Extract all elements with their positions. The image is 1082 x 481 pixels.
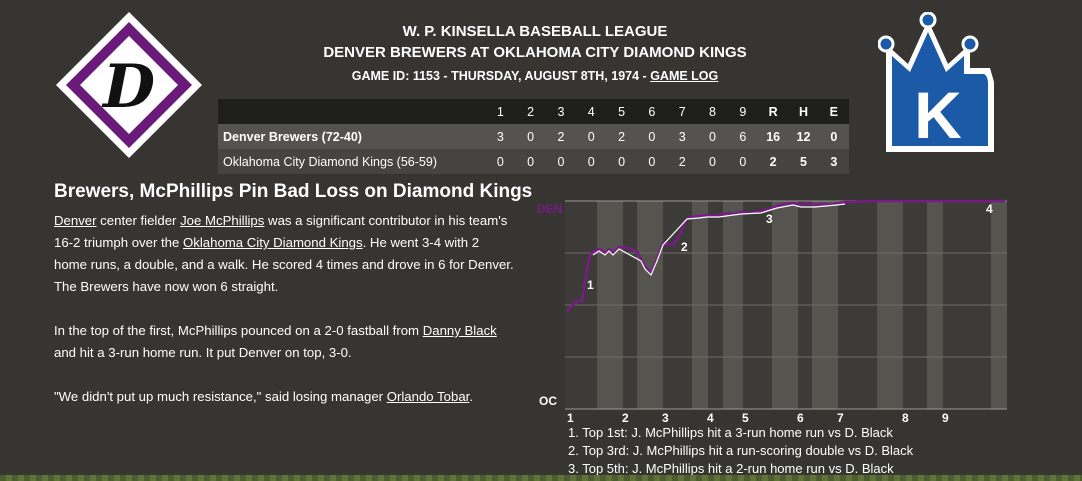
team-name-home[interactable]: Oklahoma City Diamond Kings (56-59)	[218, 149, 486, 174]
inning-label: 3	[662, 411, 669, 425]
inning-score: 0	[727, 149, 758, 174]
logo-left-letter: D	[101, 52, 155, 122]
inning-score: 2	[667, 149, 698, 174]
player-link-black[interactable]: Danny Black	[422, 323, 497, 338]
hits-header: H	[788, 99, 819, 124]
article-text: center fielder	[96, 213, 181, 228]
player-link-mcphillips[interactable]: Joe McPhillips	[180, 213, 265, 228]
linescore-header: 1 2 3 4 5 6 7 8 9 R H E	[218, 99, 849, 124]
article-body: Denver center fielder Joe McPhillips was…	[54, 210, 514, 430]
inning-label: 1	[567, 411, 574, 425]
inning-header: 7	[667, 99, 698, 124]
inning-header: 5	[606, 99, 637, 124]
inning-header: 3	[545, 99, 577, 124]
article-paragraph: Denver center fielder Joe McPhillips was…	[54, 210, 514, 298]
inning-score: 0	[606, 149, 637, 174]
list-item: 2. Top 3rd: J. McPhillips hit a run-scor…	[568, 443, 914, 458]
article-text: was a significant contributor in his tea…	[54, 213, 508, 250]
table-row: Denver Brewers (72-40) 3 0 2 0 2 0 3 0 6…	[218, 124, 849, 149]
inning-score: 2	[545, 124, 577, 149]
manager-link-tobar[interactable]: Orlando Tobar	[386, 389, 470, 404]
inning-score: 0	[576, 124, 607, 149]
league-name: W. P. KINSELLA BASEBALL LEAGUE	[402, 23, 668, 40]
inning-score: 0	[697, 124, 728, 149]
list-item: 1. Top 1st: J. McPhillips hit a 3-run ho…	[568, 425, 893, 440]
game-info-text: GAME ID: 1153 - THURSDAY, AUGUST 8TH, 19…	[351, 69, 651, 83]
chart-marker: 1	[587, 278, 594, 292]
hits-total: 12	[788, 124, 819, 149]
article-paragraph: In the top of the first, McPhillips poun…	[54, 320, 514, 364]
inning-score: 0	[636, 149, 668, 174]
team-header-cell	[218, 99, 486, 124]
inning-label: 8	[902, 411, 909, 425]
article-text: "We didn't put up much resistance," said…	[54, 389, 387, 404]
inning-score: 0	[697, 149, 728, 174]
article-headline: Brewers, McPhillips Pin Bad Loss on Diam…	[54, 181, 533, 202]
inning-header: 8	[697, 99, 728, 124]
errors-total: 0	[818, 124, 849, 149]
runs-header: R	[757, 99, 789, 124]
inning-axis-labels: 1 2 3 4 5 6 7 8 9	[567, 411, 949, 425]
list-item: 3. Top 5th: J. McPhillips hit a 2-run ho…	[568, 461, 894, 476]
errors-header: E	[818, 99, 849, 124]
article-text: and hit a 3-run home run. It put Denver …	[54, 345, 352, 360]
table-row: Oklahoma City Diamond Kings (56-59) 0 0 …	[218, 149, 849, 174]
matchup-title: DENVER BREWERS AT OKLAHOMA CITY DIAMOND …	[323, 44, 747, 61]
runs-total: 2	[757, 149, 789, 174]
inning-header: 4	[576, 99, 607, 124]
inning-score: 6	[727, 124, 758, 149]
inning-label: 5	[742, 411, 749, 425]
article-paragraph: "We didn't put up much resistance," said…	[54, 386, 514, 408]
linescore-table: 1 2 3 4 5 6 7 8 9 R H E Denver Brewers (…	[218, 99, 849, 174]
article-text: In the top of the first, McPhillips poun…	[54, 323, 423, 338]
chart-marker: 2	[681, 240, 688, 254]
team-link-denver[interactable]: Denver	[54, 213, 97, 228]
win-probability-chart: DEN OC 1 2 3 4 1 2 3 4 5 6 7 8 9	[537, 199, 1007, 425]
chart-bottom-label: OC	[539, 394, 557, 408]
win-probability-line	[566, 199, 1005, 312]
inning-score: 0	[515, 149, 546, 174]
key-plays-list: 1. Top 1st: J. McPhillips hit a 3-run ho…	[568, 424, 913, 478]
game-log-link[interactable]: GAME LOG	[650, 69, 719, 83]
inning-score: 3	[667, 124, 698, 149]
grass-footer-strip	[0, 475, 1082, 481]
inning-label: 6	[797, 411, 804, 425]
inning-header: 2	[515, 99, 546, 124]
inning-header: 1	[485, 99, 516, 124]
chart-top-label: DEN	[537, 202, 562, 216]
runs-total: 16	[757, 124, 789, 149]
game-info: GAME ID: 1153 - THURSDAY, AUGUST 8TH, 19…	[220, 64, 850, 88]
inning-label: 2	[622, 411, 629, 425]
inning-score: 0	[636, 124, 668, 149]
diamond-kings-logo: K	[878, 12, 994, 152]
inning-label: 7	[837, 411, 844, 425]
inning-score: 2	[606, 124, 637, 149]
logo-right-letter: K	[914, 78, 962, 152]
win-probability-highlight	[592, 203, 846, 277]
hits-total: 5	[788, 149, 819, 174]
game-header: W. P. KINSELLA BASEBALL LEAGUE DENVER BR…	[220, 22, 850, 88]
inning-score: 0	[545, 149, 577, 174]
chart-marker: 3	[766, 212, 773, 226]
inning-label: 9	[942, 411, 949, 425]
inning-header: 9	[727, 99, 758, 124]
denver-brewers-logo: D	[56, 12, 202, 158]
inning-score: 0	[576, 149, 607, 174]
team-name-away[interactable]: Denver Brewers (72-40)	[218, 124, 486, 149]
inning-score: 3	[485, 124, 516, 149]
inning-score: 0	[485, 149, 516, 174]
article-text: . He went 3-4 with 2 home runs, a double…	[54, 235, 514, 294]
errors-total: 3	[818, 149, 849, 174]
team-link-okc[interactable]: Oklahoma City Diamond Kings	[183, 235, 363, 250]
chart-marker: 4	[986, 202, 993, 216]
article-text: .	[469, 389, 473, 404]
inning-score: 0	[515, 124, 546, 149]
inning-header: 6	[636, 99, 668, 124]
inning-label: 4	[707, 411, 714, 425]
